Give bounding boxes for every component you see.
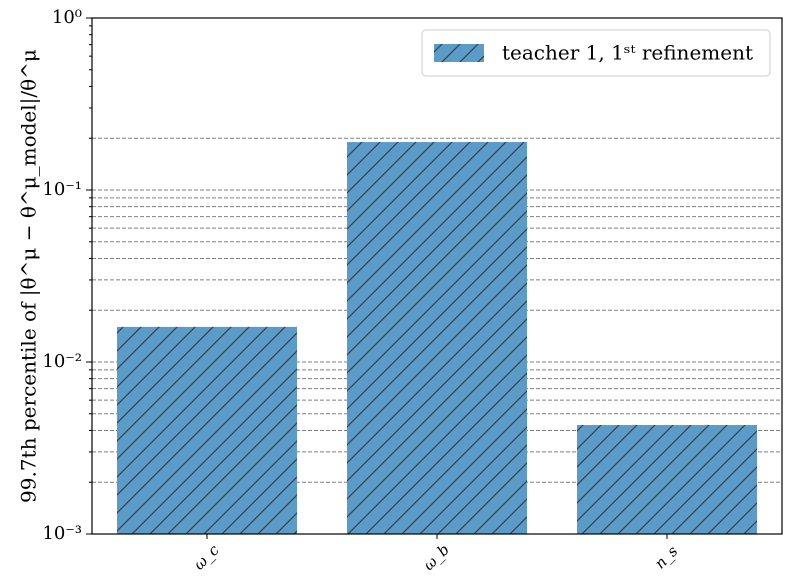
y-tick-label: 10⁻¹ [42,179,82,200]
legend-swatch-hatch [434,44,484,62]
bar [347,142,527,534]
x-tick-label: n_s [651,542,682,573]
legend-box [421,29,771,77]
y-axis-label: 99.7th percentile of |θ^μ − θ^μ_model|/θ… [17,49,42,503]
y-tick-label: 10⁰ [52,7,82,28]
legend-label: teacher 1, 1ˢᵗ refinement [502,41,753,65]
bar-hatch [577,425,757,534]
bar-hatch [117,326,297,534]
x-tick-label: ω_b [420,541,453,574]
legend: teacher 1, 1ˢᵗ refinement [421,29,771,77]
y-tick-label: 10⁻³ [42,523,82,544]
plot-frame [91,17,783,535]
bar-hatch [347,142,527,534]
y-tick-label: 10⁻² [42,351,82,372]
x-tick-label: ω_c [190,541,223,574]
bar [117,326,297,534]
bar [577,425,757,534]
